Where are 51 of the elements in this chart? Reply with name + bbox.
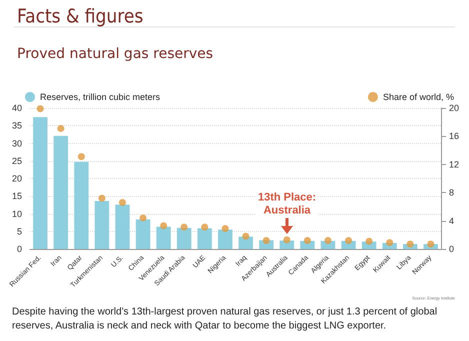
point — [406, 240, 414, 248]
y-tick-label: 40 — [12, 103, 22, 113]
point — [78, 153, 85, 160]
point — [57, 124, 64, 132]
bar — [176, 228, 192, 249]
point — [140, 214, 147, 222]
legend-label: Share of world, % — [382, 92, 454, 102]
bar — [33, 117, 48, 249]
bar — [74, 162, 89, 249]
point — [118, 198, 126, 206]
point — [304, 237, 311, 244]
y2-tick-label: 8 — [449, 188, 454, 198]
point — [283, 236, 290, 244]
point — [345, 237, 352, 244]
y2-tick-label: 0 — [449, 244, 454, 254]
point — [366, 238, 373, 245]
y-tick-label: 30 — [12, 138, 22, 148]
chart-title: Facts & figures — [17, 6, 144, 28]
y-tick-label: 15 — [12, 191, 22, 202]
annotation: 13th Place: Australia — [258, 192, 316, 216]
bar — [115, 204, 130, 249]
bar — [136, 219, 150, 249]
y-tick-label: 5 — [16, 226, 22, 236]
y-tick-label: 0 — [16, 244, 22, 254]
point — [427, 240, 434, 248]
bar — [197, 228, 212, 249]
point — [98, 194, 106, 202]
bar — [238, 236, 253, 249]
text: Despite having the world’s 13th-largest proven natural gas reserves, or just 1.3 percent of global reserves, Australia is neck and neck with Qatar to become the biggest LNG exporter. — [12, 306, 440, 332]
y-tick-label: 35 — [12, 120, 22, 131]
y2-tick-label: 20 — [449, 103, 460, 113]
point — [201, 224, 208, 231]
y2-tick-label: 16 — [449, 131, 460, 142]
bar — [156, 226, 171, 249]
y-tick-label: 10 — [12, 208, 22, 219]
point — [180, 224, 188, 231]
point — [386, 239, 394, 246]
y2-tick-label: 4 — [449, 216, 454, 226]
y-tick-label: 20 — [12, 174, 22, 184]
bar — [54, 136, 68, 249]
chart-subtitle: Proved natural gas reserves — [17, 46, 214, 62]
y-tick-label: 25 — [12, 156, 22, 166]
point — [242, 232, 250, 240]
bar — [94, 201, 110, 249]
point — [160, 222, 168, 230]
y2-tick-label: 12 — [449, 159, 460, 170]
point — [36, 105, 44, 112]
bar — [218, 230, 232, 249]
point — [324, 237, 332, 244]
point — [222, 225, 229, 232]
legend-label: Reserves, trillion cubic meters — [40, 92, 161, 102]
